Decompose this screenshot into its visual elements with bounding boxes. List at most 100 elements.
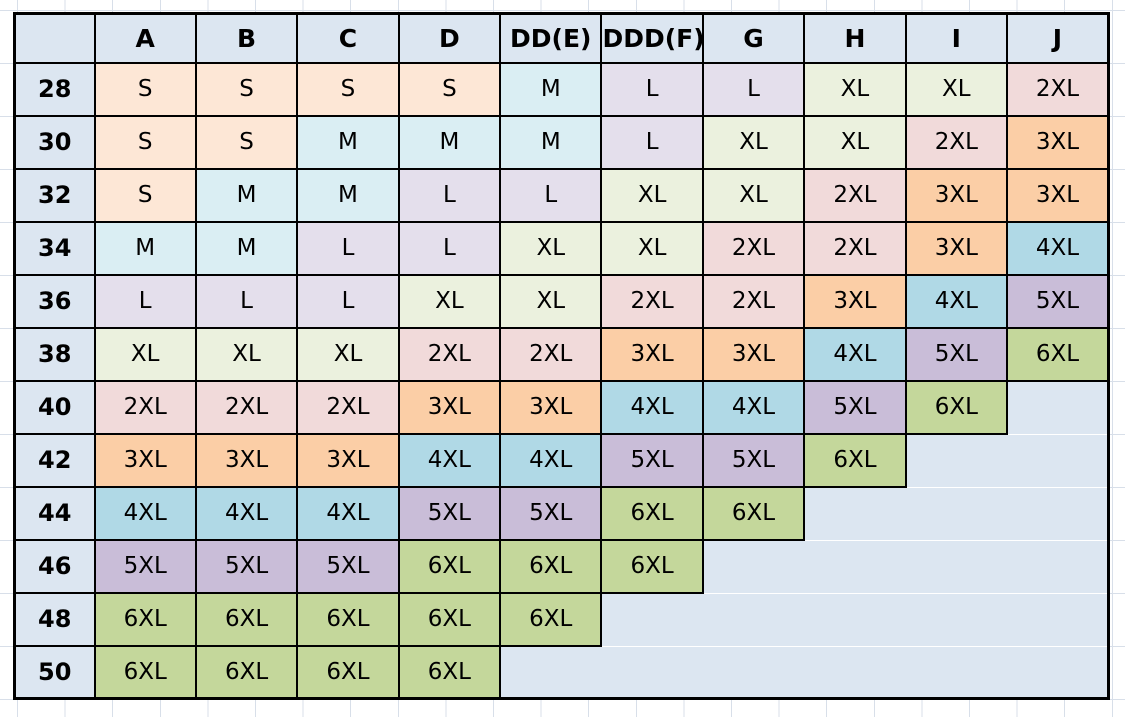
column-header-d[interactable]: D	[397, 12, 502, 64]
size-cell-28-dd-e[interactable]: M	[499, 61, 603, 117]
size-cell-30-h[interactable]: XL	[803, 114, 907, 170]
size-cell-50-d[interactable]: 6XL	[397, 644, 502, 700]
size-cell-46-ddd-f[interactable]: 6XL	[600, 538, 704, 594]
empty-region[interactable]	[702, 539, 1109, 593]
row-label-46[interactable]: 46	[13, 538, 96, 594]
size-cell-44-dd-e[interactable]: 5XL	[499, 485, 603, 541]
size-cell-46-b[interactable]: 5XL	[194, 538, 299, 594]
size-cell-46-c[interactable]: 5XL	[296, 538, 400, 594]
empty-region[interactable]	[905, 433, 1109, 487]
size-cell-34-ddd-f[interactable]: XL	[600, 220, 704, 276]
size-cell-28-i[interactable]: XL	[904, 61, 1009, 117]
empty-region[interactable]	[804, 486, 1109, 540]
size-cell-32-d[interactable]: L	[397, 167, 502, 223]
size-cell-34-b[interactable]: M	[194, 220, 299, 276]
row-label-42[interactable]: 42	[13, 432, 96, 488]
size-cell-48-c[interactable]: 6XL	[296, 591, 400, 647]
size-cell-38-h[interactable]: 4XL	[803, 326, 907, 382]
size-cell-36-ddd-f[interactable]: 2XL	[600, 273, 704, 329]
size-cell-34-c[interactable]: L	[296, 220, 400, 276]
size-cell-34-g[interactable]: 2XL	[701, 220, 806, 276]
column-header-b[interactable]: B	[194, 12, 299, 64]
size-cell-32-a[interactable]: S	[93, 167, 197, 223]
size-cell-42-ddd-f[interactable]: 5XL	[600, 432, 704, 488]
size-cell-42-g[interactable]: 5XL	[701, 432, 806, 488]
size-cell-46-a[interactable]: 5XL	[93, 538, 197, 594]
size-cell-38-ddd-f[interactable]: 3XL	[600, 326, 704, 382]
column-header-ddd-f[interactable]: DDD(F)	[600, 12, 704, 64]
size-cell-38-g[interactable]: 3XL	[701, 326, 806, 382]
size-cell-38-c[interactable]: XL	[296, 326, 400, 382]
column-header-a[interactable]: A	[93, 12, 197, 64]
size-cell-36-a[interactable]: L	[93, 273, 197, 329]
size-cell-50-a[interactable]: 6XL	[93, 644, 197, 700]
size-cell-44-ddd-f[interactable]: 6XL	[600, 485, 704, 541]
size-cell-34-j[interactable]: 4XL	[1006, 220, 1110, 276]
column-header-c[interactable]: C	[296, 12, 400, 64]
empty-region[interactable]	[601, 592, 1109, 646]
size-cell-40-ddd-f[interactable]: 4XL	[600, 379, 704, 435]
size-cell-38-dd-e[interactable]: 2XL	[499, 326, 603, 382]
size-cell-42-c[interactable]: 3XL	[296, 432, 400, 488]
size-cell-30-i[interactable]: 2XL	[904, 114, 1009, 170]
empty-region[interactable]	[1007, 380, 1109, 434]
size-cell-30-a[interactable]: S	[93, 114, 197, 170]
size-cell-32-h[interactable]: 2XL	[803, 167, 907, 223]
size-cell-34-h[interactable]: 2XL	[803, 220, 907, 276]
size-cell-32-ddd-f[interactable]: XL	[600, 167, 704, 223]
size-cell-34-a[interactable]: M	[93, 220, 197, 276]
corner-cell[interactable]	[13, 12, 96, 64]
size-cell-42-h[interactable]: 6XL	[803, 432, 907, 488]
size-cell-32-c[interactable]: M	[296, 167, 400, 223]
size-cell-32-g[interactable]: XL	[701, 167, 806, 223]
size-cell-44-c[interactable]: 4XL	[296, 485, 400, 541]
size-cell-46-dd-e[interactable]: 6XL	[499, 538, 603, 594]
size-cell-36-g[interactable]: 2XL	[701, 273, 806, 329]
size-cell-38-d[interactable]: 2XL	[397, 326, 502, 382]
size-cell-28-c[interactable]: S	[296, 61, 400, 117]
row-label-32[interactable]: 32	[13, 167, 96, 223]
size-cell-34-dd-e[interactable]: XL	[499, 220, 603, 276]
size-cell-28-g[interactable]: L	[701, 61, 806, 117]
size-cell-48-a[interactable]: 6XL	[93, 591, 197, 647]
size-cell-40-c[interactable]: 2XL	[296, 379, 400, 435]
row-label-44[interactable]: 44	[13, 485, 96, 541]
size-cell-32-i[interactable]: 3XL	[904, 167, 1009, 223]
size-cell-30-ddd-f[interactable]: L	[600, 114, 704, 170]
size-cell-40-dd-e[interactable]: 3XL	[499, 379, 603, 435]
column-header-h[interactable]: H	[803, 12, 907, 64]
size-cell-44-b[interactable]: 4XL	[194, 485, 299, 541]
size-cell-30-g[interactable]: XL	[701, 114, 806, 170]
size-cell-30-j[interactable]: 3XL	[1006, 114, 1110, 170]
size-cell-48-dd-e[interactable]: 6XL	[499, 591, 603, 647]
size-cell-38-j[interactable]: 6XL	[1006, 326, 1110, 382]
size-cell-40-d[interactable]: 3XL	[397, 379, 502, 435]
column-header-i[interactable]: I	[904, 12, 1009, 64]
size-cell-28-ddd-f[interactable]: L	[600, 61, 704, 117]
size-cell-44-g[interactable]: 6XL	[701, 485, 806, 541]
size-cell-34-i[interactable]: 3XL	[904, 220, 1009, 276]
column-header-g[interactable]: G	[701, 12, 806, 64]
size-cell-38-b[interactable]: XL	[194, 326, 299, 382]
size-cell-42-b[interactable]: 3XL	[194, 432, 299, 488]
column-header-dd-e[interactable]: DD(E)	[499, 12, 603, 64]
size-cell-28-h[interactable]: XL	[803, 61, 907, 117]
size-cell-44-d[interactable]: 5XL	[397, 485, 502, 541]
size-cell-40-a[interactable]: 2XL	[93, 379, 197, 435]
size-cell-28-b[interactable]: S	[194, 61, 299, 117]
size-cell-36-i[interactable]: 4XL	[904, 273, 1009, 329]
empty-region[interactable]	[500, 645, 1109, 699]
size-cell-30-b[interactable]: S	[194, 114, 299, 170]
size-cell-28-j[interactable]: 2XL	[1006, 61, 1110, 117]
row-label-40[interactable]: 40	[13, 379, 96, 435]
size-cell-32-b[interactable]: M	[194, 167, 299, 223]
size-cell-40-h[interactable]: 5XL	[803, 379, 907, 435]
size-cell-28-a[interactable]: S	[93, 61, 197, 117]
row-label-36[interactable]: 36	[13, 273, 96, 329]
size-cell-36-c[interactable]: L	[296, 273, 400, 329]
size-cell-32-dd-e[interactable]: L	[499, 167, 603, 223]
size-cell-42-a[interactable]: 3XL	[93, 432, 197, 488]
size-cell-40-g[interactable]: 4XL	[701, 379, 806, 435]
size-cell-42-dd-e[interactable]: 4XL	[499, 432, 603, 488]
size-cell-36-b[interactable]: L	[194, 273, 299, 329]
